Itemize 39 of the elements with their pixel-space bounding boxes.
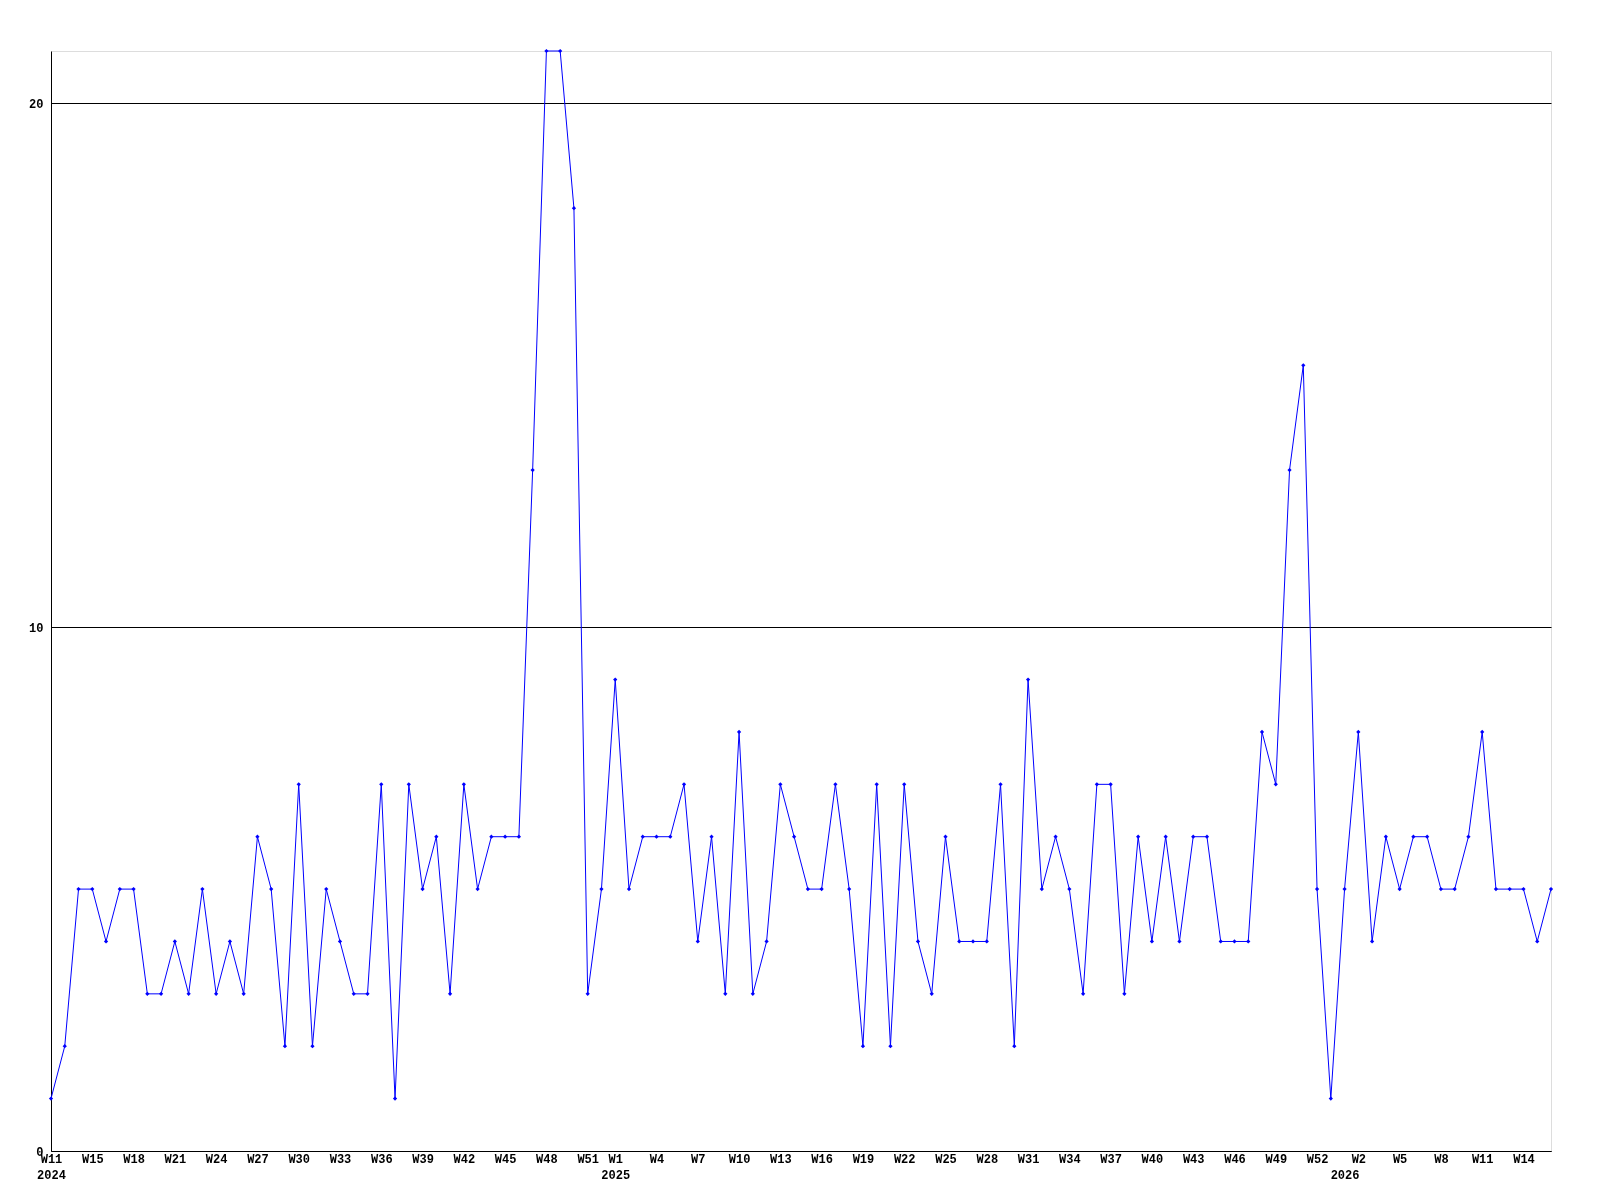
x-tick-label: W40 <box>1141 1152 1164 1167</box>
x-tick-label: W2 <box>1351 1152 1367 1167</box>
x-tick-label: W24 <box>205 1152 228 1167</box>
x-tick-label: W39 <box>412 1152 434 1167</box>
x-tick-label: W37 <box>1100 1152 1122 1167</box>
x-tick-label: W16 <box>811 1152 833 1167</box>
x-tick-label: W7 <box>691 1152 706 1167</box>
x-tick-label: W4 <box>649 1152 665 1167</box>
y-tick-label: 20 <box>29 97 44 112</box>
x-tick-label: W19 <box>852 1152 875 1167</box>
x-tick-label: W31 <box>1017 1152 1040 1167</box>
y-tick-label: 10 <box>29 621 44 636</box>
x-tick-label: W51 <box>577 1152 599 1167</box>
x-tick-label: W49 <box>1265 1152 1288 1167</box>
x-tick-label: W1 2025 <box>601 1152 631 1183</box>
x-tick-label: W45 <box>494 1152 517 1167</box>
x-tick-label: W33 <box>329 1152 352 1167</box>
x-tick-label: W5 <box>1392 1152 1408 1167</box>
x-tick-label: W43 <box>1182 1152 1205 1167</box>
x-tick-label: W34 <box>1059 1152 1081 1167</box>
x-tick-label: W8 <box>1434 1152 1449 1167</box>
x-tick-label: W22 <box>893 1152 916 1167</box>
x-tick-label: W25 <box>935 1152 957 1167</box>
x-tick-label: W15 <box>81 1152 104 1167</box>
x-tick-label: W18 <box>123 1152 145 1167</box>
x-tick-label: W52 <box>1306 1152 1329 1167</box>
x-tick-label: W30 <box>288 1152 311 1167</box>
x-tick-label: W36 <box>370 1152 393 1167</box>
x-tick-label: W11 <box>1471 1152 1494 1167</box>
x-tick-label: W14 <box>1513 1152 1535 1167</box>
x-tick-label: W42 <box>453 1152 476 1167</box>
x-tick-label: W48 <box>536 1152 558 1167</box>
x-tick-label: W27 <box>247 1152 269 1167</box>
x-tick-label: W13 <box>770 1152 792 1167</box>
x-tick-label: W46 <box>1224 1152 1246 1167</box>
x-tick-label: 2026 <box>1330 1168 1360 1183</box>
x-tick-label: W21 <box>164 1152 187 1167</box>
x-tick-label: W28 <box>976 1152 999 1167</box>
x-tick-label: W10 <box>728 1152 751 1167</box>
